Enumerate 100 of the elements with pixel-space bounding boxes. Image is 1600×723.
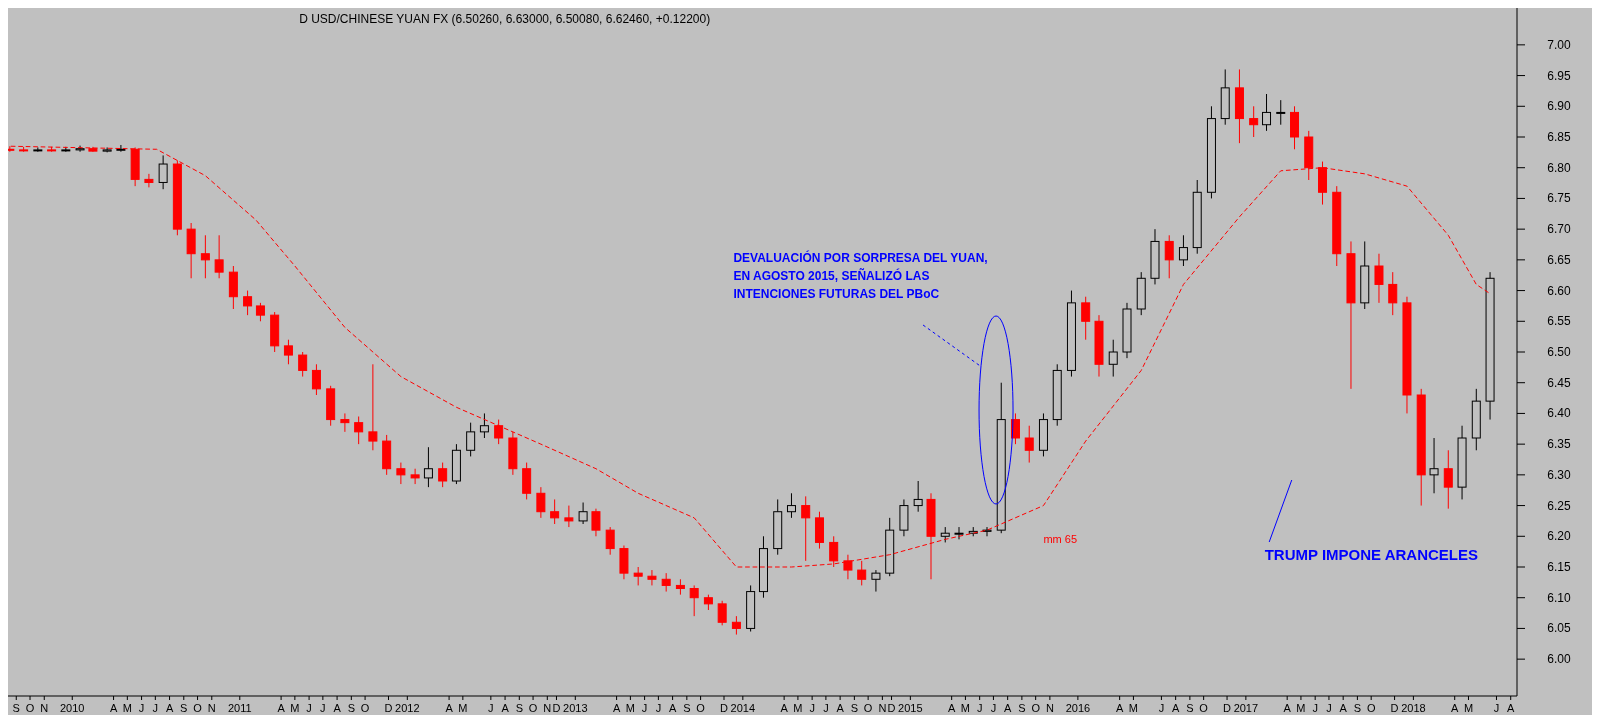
candlestick	[396, 462, 406, 485]
candlestick	[550, 498, 560, 525]
candlestick	[605, 526, 615, 556]
x-tick-label: S	[683, 702, 691, 714]
candlestick	[255, 302, 265, 322]
candlestick	[857, 560, 867, 586]
x-tick-label: 2016	[1065, 702, 1091, 714]
candlestick	[354, 416, 364, 445]
candlestick	[311, 363, 321, 396]
annotation: DEVALUACIÓN POR SORPRESA DEL YUAN, EN AGOSTO 2015, SEÑALIZÓ LAS INTENCIONES FUTURAS DEL PBoC	[733, 250, 988, 301]
y-tick-label: 6.25	[1547, 498, 1571, 513]
y-tick-label: 6.45	[1547, 375, 1571, 390]
x-tick-label: J	[1158, 702, 1165, 714]
candlestick	[200, 234, 210, 279]
x-tick-label: D	[552, 702, 561, 714]
x-tick-label: J	[1312, 702, 1318, 714]
x-tick-label: J	[138, 702, 145, 714]
y-tick-label: 6.20	[1547, 529, 1571, 544]
candlestick	[214, 234, 224, 279]
candlestick	[116, 144, 126, 153]
x-tick-label: 2013	[563, 702, 588, 714]
candlestick	[298, 351, 308, 378]
candlestick	[368, 363, 378, 451]
x-tick-label: A	[501, 702, 510, 714]
x-tick-label: 2011	[227, 702, 252, 714]
x-tick-label: N	[207, 702, 216, 714]
x-tick-label: O	[25, 702, 35, 714]
x-tick-label: M	[793, 702, 803, 714]
x-tick-label: A	[1507, 702, 1516, 714]
x-tick-label: A	[780, 702, 789, 714]
x-tick-label: A	[1451, 702, 1460, 714]
x-tick-label: 2012	[395, 702, 420, 714]
y-tick-label: 6.15	[1547, 560, 1571, 574]
y-tick-label: 7.00	[1547, 37, 1571, 52]
candlestick	[564, 505, 574, 528]
x-tick-label: S	[850, 702, 859, 714]
x-tick-label: S	[12, 702, 20, 714]
x-tick-label: J	[320, 702, 326, 714]
x-tick-label: A	[1283, 702, 1292, 714]
x-tick-label: D	[1390, 702, 1399, 714]
candlestick	[466, 422, 476, 457]
candlestick	[913, 480, 923, 513]
x-tick-label: J	[990, 702, 997, 714]
candlestick	[871, 569, 881, 593]
candlestick	[578, 502, 588, 525]
x-tick-label: M	[1128, 702, 1139, 714]
x-tick-label: D	[1223, 702, 1232, 714]
x-tick-label: A	[947, 702, 956, 714]
x-tick-label: S	[1018, 702, 1026, 714]
candlestick	[1276, 99, 1286, 126]
candlestick	[479, 412, 489, 439]
candlestick	[1024, 425, 1034, 464]
annotation: mm 65	[1043, 533, 1078, 545]
x-tick-label: M	[1296, 702, 1306, 714]
candlestick	[1249, 105, 1259, 138]
x-tick-label: O	[863, 702, 873, 714]
candlestick	[144, 173, 154, 188]
x-tick-label: J	[809, 702, 815, 714]
candlestick	[438, 462, 448, 488]
x-tick-label: 2014	[730, 702, 756, 714]
candlestick	[689, 584, 699, 617]
y-tick-label: 6.50	[1547, 345, 1571, 359]
candlestick	[633, 566, 643, 586]
candlestick	[731, 615, 741, 636]
x-tick-label: A	[445, 702, 454, 714]
x-tick-label: O	[1199, 702, 1209, 714]
candlestick	[340, 412, 350, 433]
candlestick	[283, 339, 293, 365]
candlestick	[717, 600, 727, 626]
candlestick	[1108, 339, 1118, 378]
x-tick-label: O	[528, 702, 538, 714]
y-tick-label: 6.60	[1547, 283, 1571, 298]
y-tick-label: 6.05	[1547, 621, 1571, 636]
x-tick-label: J	[152, 702, 159, 714]
candlestick	[1443, 449, 1453, 510]
x-tick-label: J	[1493, 702, 1500, 714]
x-tick-label: A	[109, 702, 118, 714]
x-tick-label: O	[696, 702, 706, 714]
candlestick	[1262, 93, 1272, 132]
candlestick	[786, 492, 796, 519]
y-tick-label: 6.85	[1547, 130, 1571, 144]
y-tick-label: 6.55	[1547, 314, 1571, 329]
candlestick	[661, 572, 671, 593]
x-tick-label: A	[1171, 702, 1180, 714]
x-tick-label: O	[1031, 702, 1041, 714]
y-tick-label: 6.95	[1547, 68, 1571, 83]
x-tick-label: N	[1045, 702, 1054, 714]
candlestick	[1374, 253, 1384, 304]
x-tick-label: J	[488, 702, 494, 714]
x-tick-label: N	[40, 702, 49, 714]
x-tick-label: S	[1353, 702, 1362, 714]
y-tick-label: 6.65	[1547, 252, 1571, 267]
candlestick	[954, 526, 964, 540]
x-tick-label: N	[543, 702, 552, 714]
x-tick-label: S	[180, 702, 188, 714]
x-tick-label: A	[612, 702, 621, 714]
y-tick-label: 6.90	[1547, 99, 1571, 114]
candlestick	[158, 154, 168, 190]
x-tick-label: J	[641, 702, 648, 714]
candlestick	[1164, 234, 1174, 279]
